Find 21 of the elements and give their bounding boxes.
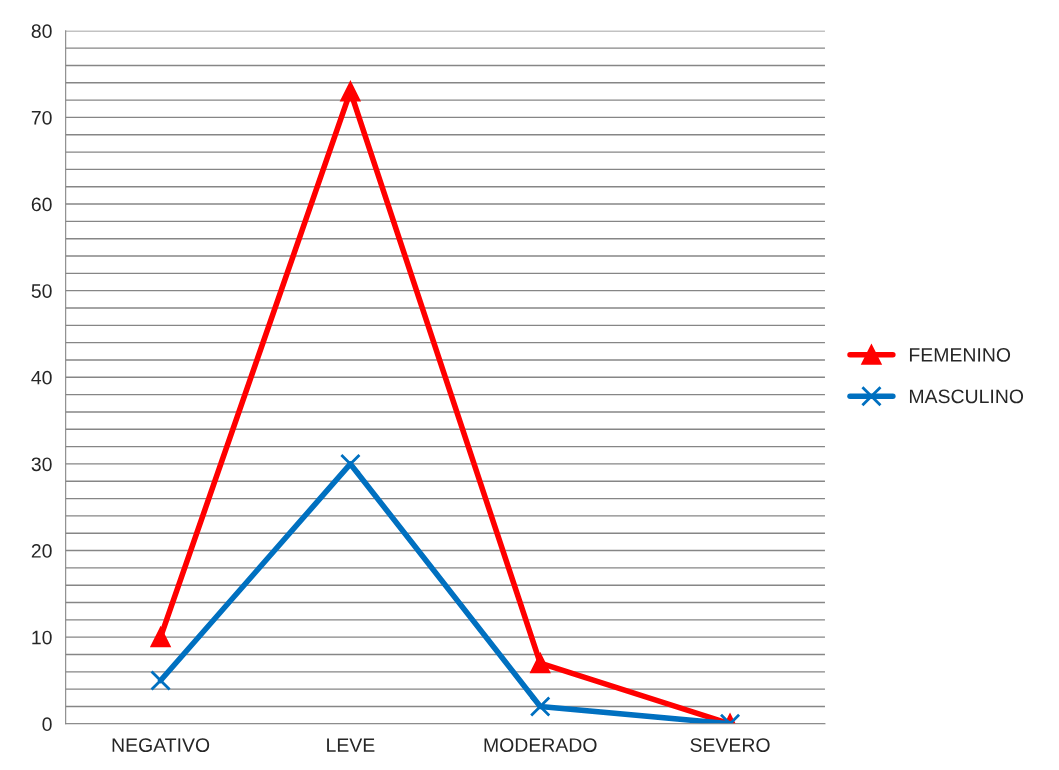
y-tick-label: 0	[42, 717, 52, 732]
y-tick-label: 70	[31, 110, 52, 125]
y-tick-label: 20	[31, 544, 52, 558]
point	[340, 81, 361, 102]
point	[530, 653, 551, 674]
x-tick-label: MODERADO	[484, 738, 597, 752]
y-tick-label: 40	[31, 370, 52, 385]
point	[150, 627, 171, 648]
point	[150, 670, 171, 691]
x-tick-label: SEVERO	[690, 738, 770, 752]
point	[529, 696, 551, 717]
x-tick-label: NEGATIVO	[112, 738, 210, 752]
point	[339, 453, 361, 475]
y-tick-label: 60	[31, 197, 52, 212]
legend-label: FEMENINO	[909, 348, 1011, 362]
x-tick-label: LEVE	[327, 738, 375, 752]
y-tick-label: 30	[31, 457, 52, 472]
y-tick-label: 50	[31, 284, 52, 298]
y-tick-label: 80	[31, 24, 52, 39]
legend-label: MASCULINO	[909, 389, 1024, 404]
y-tick-label: 10	[32, 630, 52, 645]
